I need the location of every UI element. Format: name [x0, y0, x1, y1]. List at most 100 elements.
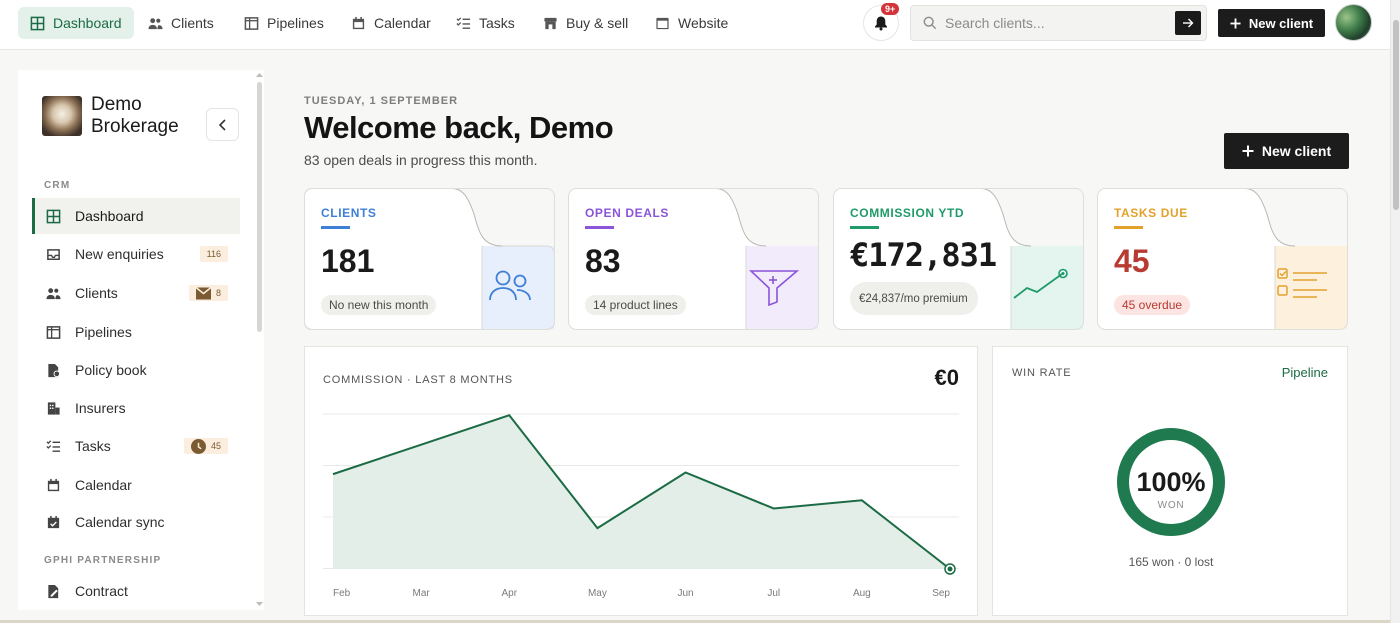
plus-icon — [1242, 145, 1254, 157]
clock-icon — [190, 438, 206, 454]
store-icon — [544, 17, 557, 29]
nav-calendar-label: Calendar — [374, 15, 431, 31]
win-rate-title: WIN RATE — [1012, 367, 1072, 379]
sidebar-item-label: Calendar sync — [75, 514, 165, 530]
x-tick-label: Aug — [853, 588, 871, 599]
kpi-pill: €24,837/mo premium — [850, 282, 978, 315]
sidebar-item-label: Contract — [75, 583, 128, 599]
bell-icon — [875, 16, 887, 31]
grid-icon — [46, 209, 61, 223]
sidebar-item-dashboard[interactable]: Dashboard — [32, 198, 240, 234]
sidebar-scrollbar[interactable] — [255, 70, 264, 610]
sidebar-item-new-enquiries[interactable]: New enquiries 116 — [32, 236, 240, 272]
new-client-label: New client — [1261, 143, 1332, 159]
browser-icon — [656, 17, 669, 29]
sidebar: Demo Brokerage CRM Dashboard New enquiri… — [18, 70, 264, 610]
users-icon — [148, 17, 163, 29]
kpi-pill: 45 overdue — [1114, 295, 1191, 315]
collapse-sidebar-button[interactable] — [206, 108, 239, 141]
arrow-right-icon — [1183, 18, 1194, 28]
users-icon — [489, 270, 531, 301]
chart-title: COMMISSION · LAST 8 MONTHS — [323, 374, 513, 386]
calendar-check-icon — [47, 515, 60, 528]
search-submit-button[interactable] — [1175, 11, 1201, 35]
kpi-card-background — [568, 188, 819, 330]
kpi-card-commission-ytd[interactable]: COMMISSION YTD €172,831 €24,837/mo premi… — [833, 188, 1084, 330]
user-avatar[interactable] — [1335, 4, 1372, 41]
search-input[interactable] — [945, 15, 1165, 31]
nav-dashboard-label: Dashboard — [53, 15, 122, 31]
kpi-value: 181 — [321, 243, 375, 279]
inbox-icon — [47, 248, 60, 260]
users-icon — [46, 287, 61, 299]
kpi-value: 83 — [585, 243, 621, 279]
nav-calendar[interactable]: Calendar — [339, 7, 443, 39]
win-rate-ring — [1117, 428, 1225, 536]
sidebar-item-insurers[interactable]: Insurers — [32, 390, 240, 426]
x-tick-label: Mar — [413, 588, 431, 599]
win-rate-card: WIN RATE Pipeline 100% WON 165 won · 0 l… — [992, 346, 1348, 616]
new-client-button-top[interactable]: New client — [1218, 9, 1325, 37]
page-title: Welcome back, Demo — [304, 110, 614, 145]
page-scrollbar[interactable] — [1390, 0, 1400, 623]
clients-count-badge: 8 — [188, 285, 228, 301]
x-tick-label: Jul — [767, 588, 780, 599]
win-rate-label: WON — [1157, 500, 1185, 511]
sidebar-item-clients[interactable]: Clients 8 — [32, 275, 240, 311]
sidebar-item-tasks[interactable]: Tasks 45 — [32, 428, 240, 464]
sidebar-item-calendar-sync[interactable]: Calendar sync — [32, 504, 240, 540]
sidebar-scrollbar-thumb[interactable] — [257, 82, 262, 332]
brand-logo — [42, 96, 82, 136]
x-tick-label: Jun — [678, 588, 694, 599]
last-point-dot — [947, 566, 953, 572]
kpi-card-tasks-due[interactable]: TASKS DUE 45 45 overdue — [1097, 188, 1348, 330]
search-icon — [923, 16, 937, 30]
checklist-icon — [1277, 268, 1327, 298]
checklist-icon — [456, 16, 471, 29]
sidebar-item-policy-book[interactable]: Policy book — [32, 352, 240, 388]
pipeline-link[interactable]: Pipeline — [1281, 365, 1328, 380]
kpi-card-clients[interactable]: CLIENTS 181 No new this month — [304, 188, 555, 330]
kpi-pill: No new this month — [321, 295, 437, 315]
page-scrollbar-thumb[interactable] — [1393, 20, 1399, 210]
trend-up-icon — [1013, 268, 1068, 299]
tasks-count-badge: 45 — [183, 438, 228, 454]
kpi-value: €172,831 — [850, 236, 997, 274]
kpi-card-open-deals[interactable]: OPEN DEALS 83 14 product lines — [568, 188, 819, 330]
kpi-label: CLIENTS — [321, 206, 377, 220]
scroll-up-icon[interactable] — [255, 72, 264, 78]
funnel-icon — [749, 270, 799, 306]
sidebar-item-contract[interactable]: Contract — [32, 573, 240, 609]
nav-pipelines[interactable]: Pipelines — [232, 7, 336, 39]
plus-icon — [1230, 17, 1241, 29]
nav-clients[interactable]: Clients — [136, 7, 226, 39]
sidebar-item-label: Dashboard — [75, 208, 144, 224]
kpi-label: TASKS DUE — [1114, 206, 1188, 220]
scroll-down-icon[interactable] — [255, 601, 264, 607]
commission-chart-card: COMMISSION · LAST 8 MONTHS €0 Feb Mar Apr M… — [304, 346, 978, 616]
building-icon — [47, 401, 60, 415]
nav-pipelines-label: Pipelines — [267, 15, 324, 31]
kpi-underline — [585, 226, 614, 229]
top-navigation-bar: Dashboard Clients Pipelines Calendar Tas… — [0, 0, 1390, 50]
kpi-card-background — [304, 188, 555, 330]
kpi-pill: 14 product lines — [585, 295, 686, 315]
kpi-underline — [850, 226, 879, 229]
page-subtitle: 83 open deals in progress this month. — [304, 152, 538, 168]
sidebar-item-pipelines[interactable]: Pipelines — [32, 314, 240, 350]
nav-dashboard[interactable]: Dashboard — [18, 7, 134, 39]
sidebar-item-calendar[interactable]: Calendar — [32, 467, 240, 503]
new-client-label-top: New client — [1248, 15, 1314, 31]
columns-icon — [46, 325, 61, 339]
nav-website[interactable]: Website — [643, 7, 740, 39]
win-rate-percent: 100% — [1136, 467, 1206, 497]
brand-name: Demo Brokerage — [91, 94, 179, 137]
bottom-strip — [0, 620, 1390, 623]
nav-clients-label: Clients — [171, 15, 214, 31]
new-client-button[interactable]: New client — [1224, 133, 1349, 169]
nav-buy-sell[interactable]: Buy & sell — [531, 7, 640, 39]
clients-badge-count: 8 — [215, 288, 221, 298]
win-rate-arc — [1117, 428, 1225, 536]
kpi-label: COMMISSION YTD — [850, 206, 965, 220]
nav-tasks[interactable]: Tasks — [444, 7, 527, 39]
